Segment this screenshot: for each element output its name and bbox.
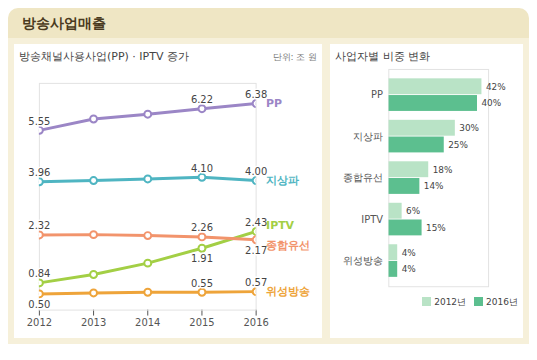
svg-text:30%: 30% (460, 123, 480, 133)
svg-text:6%: 6% (406, 206, 420, 216)
html-text:방송채널사용사업(PP) · IPTV 증가: 방송채널사용사업(PP) · IPTV 증가 (19, 50, 189, 63)
svg-text:2.17: 2.17 (245, 245, 267, 256)
svg-text:18%: 18% (433, 165, 453, 175)
svg-text:14%: 14% (424, 181, 444, 191)
svg-text:4%: 4% (402, 264, 416, 274)
svg-text:2.43: 2.43 (245, 217, 267, 228)
svg-text:25%: 25% (448, 140, 468, 150)
svg-text:IPTV: IPTV (362, 214, 384, 225)
svg-text:위성방송: 위성방송 (343, 255, 383, 266)
svg-text:4.00: 4.00 (245, 166, 267, 177)
svg-text:4%: 4% (402, 248, 416, 258)
svg-text:3.96: 3.96 (28, 167, 50, 178)
html-text:단위: 조 원: 단위: 조 원 (272, 52, 318, 62)
svg-text:2.32: 2.32 (28, 220, 50, 231)
svg-text:42%: 42% (486, 82, 506, 92)
svg-text:0.50: 0.50 (28, 299, 50, 310)
svg-text:2012: 2012 (27, 317, 52, 328)
svg-text:0.55: 0.55 (191, 278, 213, 289)
html-text:2016년: 2016년 (486, 297, 518, 308)
svg-text:2015: 2015 (189, 317, 214, 328)
svg-text:2.26: 2.26 (191, 222, 213, 233)
svg-text:2016: 2016 (243, 317, 268, 328)
svg-text:2013: 2013 (81, 317, 106, 328)
svg-text:40%: 40% (482, 98, 502, 108)
html-text:2012년: 2012년 (434, 297, 467, 308)
svg-text:지상파: 지상파 (353, 131, 383, 142)
svg-text:종합유선: 종합유선 (343, 172, 383, 183)
svg-text:0.84: 0.84 (28, 268, 50, 279)
svg-text:0.57: 0.57 (245, 277, 267, 288)
svg-text:5.55: 5.55 (28, 116, 50, 127)
svg-text:1.91: 1.91 (191, 253, 213, 264)
svg-text:PP: PP (266, 97, 282, 110)
svg-text:15%: 15% (426, 223, 446, 233)
svg-text:4.10: 4.10 (191, 163, 213, 174)
svg-text:PP: PP (371, 89, 383, 100)
html-text:사업자별 비중 변화: 사업자별 비중 변화 (335, 50, 431, 63)
svg-text:2014: 2014 (135, 317, 160, 328)
svg-text:종합유선: 종합유선 (266, 239, 310, 252)
svg-text:위성방송: 위성방송 (266, 285, 310, 298)
svg-text:6.22: 6.22 (191, 94, 213, 105)
svg-text:6.38: 6.38 (245, 89, 267, 100)
svg-text:지상파: 지상파 (265, 174, 299, 187)
svg-text:IPTV: IPTV (266, 219, 295, 232)
html-text:방송사업매출: 방송사업매출 (22, 15, 106, 31)
